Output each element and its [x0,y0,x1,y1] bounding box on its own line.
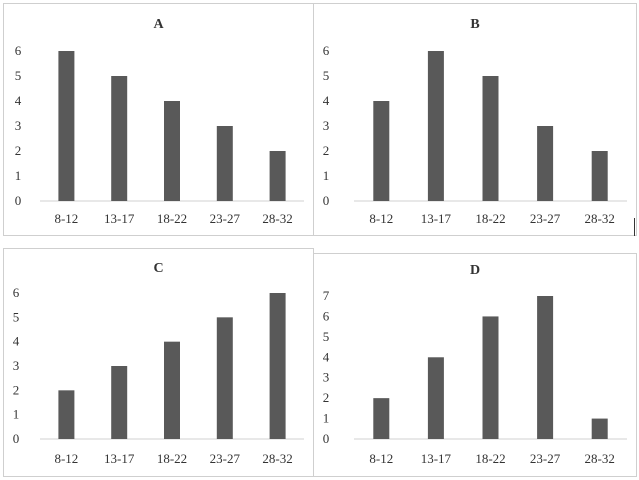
bar-23-27 [216,126,233,201]
bar-28-32 [591,151,608,201]
x-tick-label: 28-32 [585,451,615,466]
y-tick-label: 2 [323,143,330,158]
bar-13-17 [111,76,128,201]
y-tick-label: 2 [323,390,330,405]
y-tick-label: 6 [323,43,330,58]
y-tick-label: 3 [323,118,330,133]
x-tick-label: 23-27 [530,451,561,466]
x-tick-label: 28-32 [262,211,292,226]
bar-chart-b: B 0 1 2 3 4 5 6 8-12 13-17 18-22 23-27 28-32 [323,17,627,226]
y-tick-label: 4 [15,93,22,108]
bar-chart-a: A 0 1 2 3 4 5 6 8-12 13-17 18-22 23-27 28-32 [15,17,304,226]
y-tick-label: 1 [323,168,330,183]
x-tick-label: 8-12 [54,451,78,466]
bar-18-22 [482,76,499,201]
bar-8-12 [373,101,390,201]
chart-panel-b: B 0 1 2 3 4 5 6 8-12 13-17 18-22 23-27 28-32 [313,3,637,236]
x-tick-label: 18-22 [157,211,187,226]
bar-chart-c: C 0 1 2 3 4 5 6 8-12 13-17 18-22 23-27 28-32 [13,261,304,466]
chart-panel-c: C 0 1 2 3 4 5 6 8-12 13-17 18-22 23-27 28-32 [3,248,314,477]
bar-23-27 [537,296,554,439]
x-tick-label: 28-32 [262,451,292,466]
x-tick-label: 13-17 [421,451,452,466]
y-tick-label: 4 [323,93,330,108]
y-tick-label: 4 [13,334,20,349]
y-tick-label: 2 [13,382,20,397]
bar-8-12 [58,390,75,439]
edge-marker [634,218,635,236]
x-tick-label: 18-22 [475,211,505,226]
chart-title: A [153,17,164,32]
bar-13-17 [427,51,444,201]
x-tick-label: 13-17 [104,211,135,226]
x-tick-label: 23-27 [210,451,241,466]
bar-18-22 [482,316,499,439]
bar-28-32 [591,418,608,439]
chart-panel-a: A 0 1 2 3 4 5 6 8-12 13-17 18-22 23-27 28-32 [3,3,314,236]
bar-chart-d: D 0 1 2 3 4 5 6 7 8-12 13-17 18-22 23-27 28-32 [323,263,627,466]
y-tick-label: 0 [323,431,330,446]
chart-title: B [470,17,479,32]
x-tick-label: 23-27 [210,211,241,226]
bar-28-32 [269,151,286,201]
x-tick-label: 8-12 [369,451,393,466]
x-tick-label: 18-22 [475,451,505,466]
bar-23-27 [537,126,554,201]
y-tick-label: 1 [15,168,22,183]
chart-title: D [470,263,480,278]
y-tick-label: 5 [13,309,20,324]
y-tick-label: 3 [323,370,330,385]
y-tick-label: 3 [13,358,20,373]
x-tick-label: 13-17 [104,451,135,466]
bar-18-22 [164,341,180,439]
y-tick-label: 0 [13,431,20,446]
bar-8-12 [58,51,75,201]
bar-23-27 [216,317,233,439]
bar-18-22 [164,101,180,201]
y-tick-label: 3 [15,118,22,133]
y-tick-label: 6 [13,285,20,300]
y-tick-label: 2 [15,143,22,158]
x-tick-label: 18-22 [157,451,187,466]
x-tick-label: 28-32 [585,211,615,226]
bar-13-17 [111,366,128,439]
chart-title: C [153,261,163,276]
x-tick-label: 8-12 [369,211,393,226]
y-tick-label: 5 [323,329,330,344]
x-tick-label: 13-17 [421,211,452,226]
y-tick-label: 1 [323,411,330,426]
y-tick-label: 5 [15,68,22,83]
y-tick-label: 6 [323,308,330,323]
bar-8-12 [373,398,390,439]
x-tick-label: 23-27 [530,211,561,226]
bar-13-17 [427,357,444,439]
y-tick-label: 5 [323,68,330,83]
y-tick-label: 7 [323,288,330,303]
y-tick-label: 1 [13,407,20,422]
y-tick-label: 0 [15,193,22,208]
y-tick-label: 6 [15,43,22,58]
bar-28-32 [269,293,286,439]
y-tick-label: 0 [323,193,330,208]
x-tick-label: 8-12 [54,211,78,226]
y-tick-label: 4 [323,349,330,364]
chart-panel-d: D 0 1 2 3 4 5 6 7 8-12 13-17 18-22 23-27 28-32 [313,253,637,477]
